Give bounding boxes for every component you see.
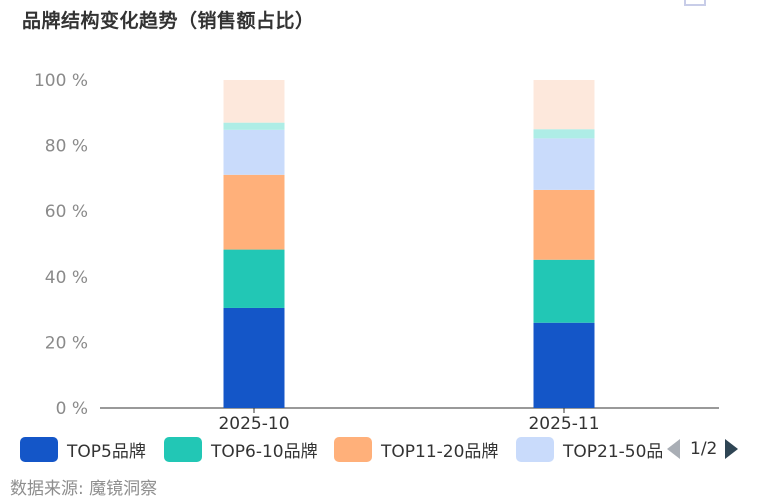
y-tick-label: 80 %: [45, 137, 88, 157]
bar-segment-2025-11-3[interactable]: [533, 138, 595, 190]
legend-item-top5[interactable]: TOP5品牌: [20, 434, 146, 464]
chart-title: 品牌结构变化趋势（销售额占比）: [22, 10, 315, 32]
bar-segment-2025-10-2[interactable]: [223, 174, 285, 250]
corner-toolbar-icon[interactable]: [684, 0, 706, 6]
bar-segment-2025-11-4[interactable]: [533, 129, 595, 139]
legend-pager: 1/2: [667, 436, 739, 462]
bar-segment-2025-10-4[interactable]: [223, 122, 285, 130]
legend-swatch: [164, 436, 202, 462]
arrow-right-icon[interactable]: [725, 439, 739, 459]
bar-segment-2025-11-1[interactable]: [533, 259, 595, 323]
bar-segment-2025-11-5[interactable]: [533, 80, 595, 130]
legend-label: TOP6-10品牌: [211, 441, 318, 462]
legend-item-top11-20[interactable]: TOP11-20品牌: [334, 434, 498, 464]
y-tick-label: 20 %: [45, 333, 88, 353]
x-axis-labels: 2025-10 2025-11: [218, 408, 600, 432]
legend-label: TOP11-20品牌: [381, 441, 499, 462]
legend-swatch: [334, 436, 372, 462]
bar-series: [223, 80, 595, 408]
legend-label: TOP21-50品牌: [563, 441, 662, 462]
legend: TOP5品牌 TOP6-10品牌 TOP11-20品牌 TOP21-50品牌: [20, 434, 745, 464]
arrow-left-icon[interactable]: [667, 439, 680, 459]
y-tick-label: 100 %: [34, 71, 88, 91]
y-tick-label: 0 %: [56, 399, 88, 419]
bar-segment-2025-10-0[interactable]: [223, 307, 285, 408]
x-tick-label: 2025-10: [218, 414, 289, 432]
x-tick-label: 2025-11: [528, 414, 599, 432]
y-tick-label: 60 %: [45, 202, 88, 222]
y-tick-label: 40 %: [45, 268, 88, 288]
bar-segment-2025-11-0[interactable]: [533, 322, 595, 408]
pager-text: 1/2: [690, 439, 718, 459]
stacked-bar-chart: 0 % 20 % 40 % 60 % 80 % 100 % 2025-10 2025-11: [34, 71, 719, 432]
bar-segment-2025-10-5[interactable]: [223, 80, 285, 123]
bar-segment-2025-10-1[interactable]: [223, 249, 285, 308]
legend-item-top6-10[interactable]: TOP6-10品牌: [164, 434, 318, 464]
legend-swatch: [516, 436, 554, 462]
legend-item-top21-50[interactable]: TOP21-50品牌: [516, 434, 662, 464]
y-axis: 0 % 20 % 40 % 60 % 80 % 100 %: [34, 71, 88, 419]
data-source-note: 数据来源: 魔镜洞察: [10, 479, 158, 499]
bar-segment-2025-10-3[interactable]: [223, 129, 285, 175]
legend-label: TOP5品牌: [67, 441, 146, 462]
legend-swatch: [20, 436, 58, 462]
bar-segment-2025-11-2[interactable]: [533, 189, 595, 260]
